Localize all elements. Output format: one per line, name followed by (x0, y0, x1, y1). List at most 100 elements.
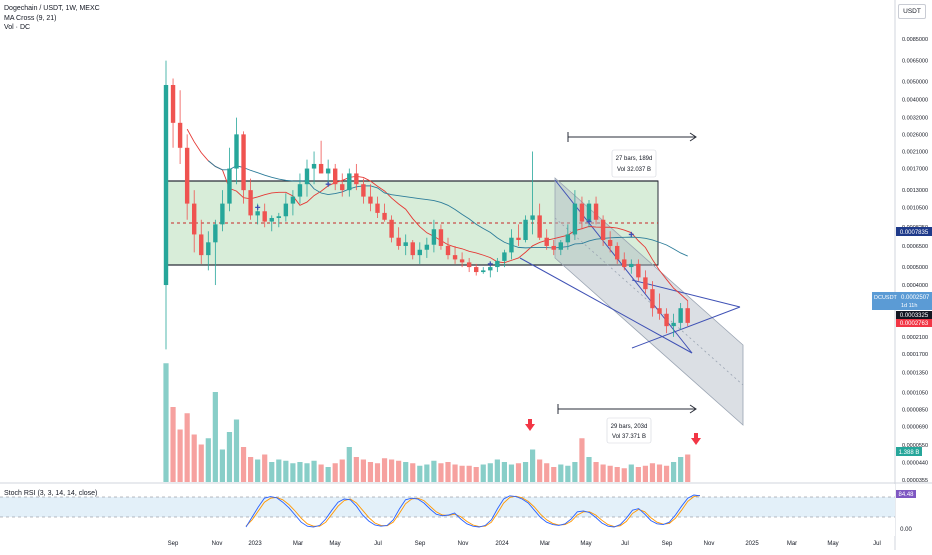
time-tick: Mar (787, 541, 797, 547)
candle[interactable] (678, 308, 683, 323)
candle[interactable] (382, 212, 387, 220)
measure-bottom[interactable] (557, 404, 697, 444)
candle[interactable] (622, 259, 627, 268)
candle[interactable] (643, 277, 648, 290)
volume-bar (537, 459, 543, 482)
candle[interactable] (368, 196, 373, 204)
candle[interactable] (262, 211, 267, 222)
candle[interactable] (495, 260, 500, 268)
time-axis[interactable]: Sep Nov 2023 Mar May Jul Sep Nov 2024 Mar May Jul Se… (168, 541, 881, 547)
currency-button[interactable]: USDT (898, 4, 926, 19)
candle[interactable] (488, 267, 493, 271)
candle[interactable] (170, 85, 176, 123)
candle[interactable] (269, 217, 274, 222)
volume-bar (184, 413, 190, 482)
candle[interactable] (333, 168, 338, 185)
candle[interactable] (192, 203, 197, 235)
candle[interactable] (311, 163, 317, 169)
candle[interactable] (452, 255, 458, 260)
candle[interactable] (685, 308, 690, 323)
triangle-upper (631, 279, 741, 308)
stoch-rsi-label[interactable]: Stoch RSI (3, 3, 14, 14, close) (4, 490, 98, 497)
candle[interactable] (558, 242, 563, 250)
candle[interactable] (375, 203, 380, 213)
candle[interactable] (438, 229, 444, 246)
candle[interactable] (276, 216, 281, 218)
candle[interactable] (354, 173, 359, 185)
candle[interactable] (481, 270, 486, 273)
candle[interactable] (163, 85, 169, 286)
candle[interactable] (650, 289, 655, 309)
svg-text:0.0003325: 0.0003325 (900, 313, 929, 319)
candle[interactable] (283, 203, 289, 217)
candle[interactable] (177, 122, 183, 148)
ma-cross-label[interactable]: MA Cross (9, 21) (4, 14, 57, 22)
volume-bar (198, 444, 204, 482)
candle[interactable] (657, 308, 662, 314)
candle[interactable] (615, 245, 620, 260)
candle[interactable] (347, 173, 352, 191)
price-tick: 0.0000850 (902, 408, 928, 414)
candle[interactable] (474, 267, 479, 273)
candle[interactable] (537, 215, 542, 238)
volume-bar (240, 447, 247, 482)
cross-marker (325, 181, 331, 187)
candle[interactable] (629, 263, 634, 268)
candle[interactable] (600, 219, 606, 240)
time-tick: Sep (662, 541, 673, 547)
candle[interactable] (396, 237, 401, 246)
candle[interactable] (206, 242, 211, 256)
candle[interactable] (318, 163, 324, 174)
volume-bar (304, 463, 310, 482)
candle[interactable] (403, 242, 408, 246)
candle[interactable] (551, 245, 556, 250)
candle[interactable] (516, 237, 521, 240)
candle[interactable] (389, 219, 394, 238)
candle[interactable] (199, 234, 204, 256)
candle[interactable] (664, 313, 669, 327)
symbol-title[interactable]: Dogechain / USDT, 1W, MEXC (4, 5, 100, 12)
candle[interactable] (579, 203, 585, 222)
candle[interactable] (213, 224, 218, 243)
candle[interactable] (544, 237, 549, 246)
candle[interactable] (530, 215, 535, 220)
candle[interactable] (220, 203, 225, 225)
candle[interactable] (445, 245, 451, 256)
candle[interactable] (184, 147, 190, 204)
volume-bar (530, 449, 536, 482)
candle[interactable] (325, 168, 331, 174)
candle[interactable] (340, 184, 345, 191)
candle[interactable] (593, 203, 599, 220)
candle[interactable] (572, 203, 578, 235)
candle[interactable] (248, 190, 253, 216)
price-tick: 0.0004000 (902, 283, 928, 289)
candle[interactable] (466, 262, 472, 268)
candle[interactable] (607, 239, 613, 246)
candle[interactable] (361, 184, 366, 197)
candle[interactable] (502, 252, 507, 261)
volume-label[interactable]: Vol · DC (4, 24, 31, 31)
candle[interactable] (586, 203, 592, 222)
candle[interactable] (417, 249, 422, 256)
chart-legend[interactable]: Dogechain / USDT, 1W, MEXC MA Cross (9, … (4, 4, 100, 33)
candle[interactable] (509, 237, 514, 253)
candle[interactable] (431, 229, 437, 245)
candle[interactable] (227, 168, 232, 204)
candle[interactable] (410, 242, 415, 256)
candle[interactable] (234, 134, 239, 169)
candle[interactable] (523, 219, 528, 240)
candle[interactable] (636, 263, 641, 278)
candle[interactable] (290, 196, 296, 204)
candle[interactable] (241, 134, 246, 191)
candle[interactable] (671, 322, 676, 327)
candle[interactable] (424, 244, 430, 250)
candle[interactable] (304, 168, 310, 185)
candles[interactable] (163, 60, 690, 350)
candle[interactable] (297, 184, 303, 197)
measure-top[interactable] (567, 132, 697, 178)
candle[interactable] (255, 211, 260, 216)
candle[interactable] (459, 259, 465, 263)
candle[interactable] (565, 234, 571, 243)
